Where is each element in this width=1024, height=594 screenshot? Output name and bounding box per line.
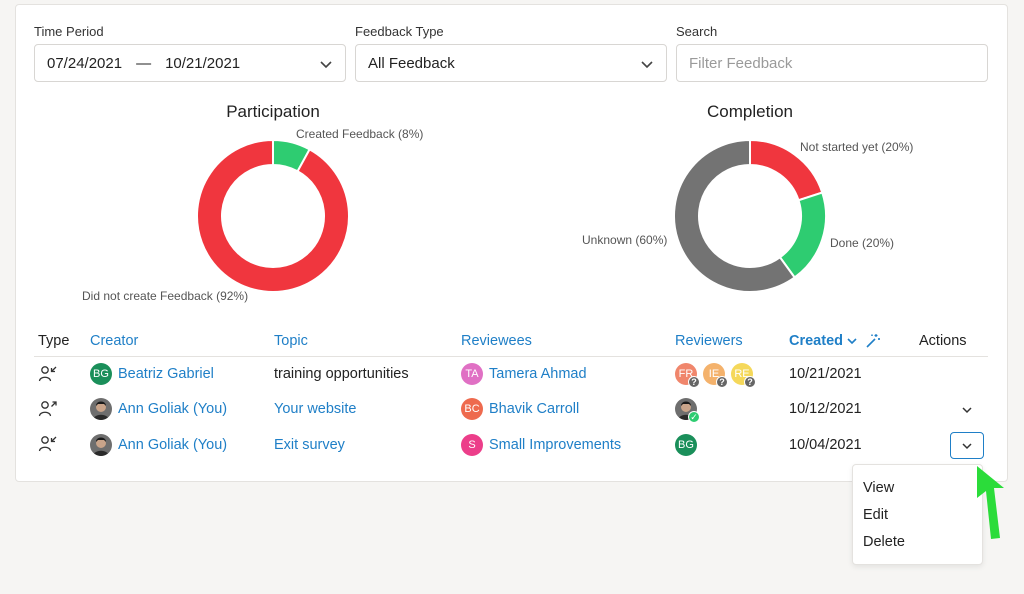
creator-link[interactable]: Ann Goliak (You) [118,437,228,453]
search-label: Search [676,24,718,39]
reviewer-avatar [675,398,697,420]
slice-done [778,191,826,279]
topic-link[interactable]: Exit survey [274,437,345,453]
avatar: S [461,434,483,456]
avatar: BC [461,398,483,420]
created-date: 10/21/2021 [789,366,862,382]
topic-link[interactable]: Your website [274,401,357,417]
row-actions-chevron-icon[interactable] [960,403,974,417]
col-reviewers[interactable]: Reviewers [675,333,743,349]
chevron-down-icon [962,443,972,450]
pointer-arrow-icon [977,466,1004,539]
chevron-down-icon [320,61,332,69]
date-separator: — [136,54,152,72]
actions-menu: View Edit Delete [852,464,983,565]
search-placeholder: Filter Feedback [689,54,793,72]
reviewee-link[interactable]: Bhavik Carroll [489,401,580,417]
check-badge-icon: ✓ [688,411,700,423]
reviewee-link[interactable]: Small Improvements [489,437,622,453]
participation-donut [197,140,349,292]
avatar: BG [90,363,112,385]
avatar [90,434,112,456]
reviewee-link[interactable]: Tamera Ahmad [489,366,587,382]
feedback-type-value: All Feedback [368,54,455,72]
not-created-feedback-label: Did not create Feedback (92%) [82,289,249,303]
menu-item-edit[interactable]: Edit [863,507,888,523]
feedback-card [15,4,1008,482]
chevron-down-icon [641,61,653,69]
feedback-type-select[interactable]: All Feedback [355,44,667,82]
col-actions: Actions [919,333,967,349]
not-started-label: Not started yet (20%) [800,140,914,154]
pending-badge-icon: ? [716,376,728,388]
incoming-feedback-icon [38,366,57,382]
start-date: 07/24/2021 [47,54,123,72]
unknown-label: Unknown (60%) [582,233,668,247]
col-creator[interactable]: Creator [90,333,139,349]
done-label: Done (20%) [830,236,895,250]
time-period-label: Time Period [34,24,104,39]
menu-item-view[interactable]: View [863,480,895,496]
pending-badge-icon: ? [688,376,700,388]
search-input[interactable]: Filter Feedback [676,44,988,82]
slice-did-not-create-feedback [197,140,349,292]
creator-link[interactable]: Beatriz Gabriel [118,366,214,382]
created-date: 10/12/2021 [789,401,862,417]
incoming-feedback-icon [38,436,57,452]
row-actions-button[interactable] [950,432,984,459]
completion-donut [674,140,826,292]
slice-unknown [674,140,797,292]
completion-title: Completion [707,102,793,121]
outgoing-feedback-icon [38,401,57,417]
menu-item-delete[interactable]: Delete [863,534,905,550]
created-feedback-label: Created Feedback (8%) [296,127,424,141]
header-divider [34,356,988,357]
col-type: Type [38,333,70,349]
created-date: 10/04/2021 [789,437,862,453]
feedback-type-label: Feedback Type [355,24,444,39]
pending-badge-icon: ? [744,376,756,388]
magic-wand-icon[interactable] [864,332,882,350]
sort-chevron-down-icon[interactable] [846,335,858,347]
reviewer-avatar: BG [675,434,697,456]
col-reviewees[interactable]: Reviewees [461,333,532,349]
avatar [90,398,112,420]
participation-title: Participation [226,102,320,121]
avatar: TA [461,363,483,385]
creator-link[interactable]: Ann Goliak (You) [118,401,228,417]
end-date: 10/21/2021 [165,54,241,72]
topic-text: training opportunities [274,366,409,382]
time-period-select[interactable]: 07/24/2021 — 10/21/2021 [34,44,346,82]
col-created[interactable]: Created [789,333,843,349]
col-topic[interactable]: Topic [274,333,308,349]
